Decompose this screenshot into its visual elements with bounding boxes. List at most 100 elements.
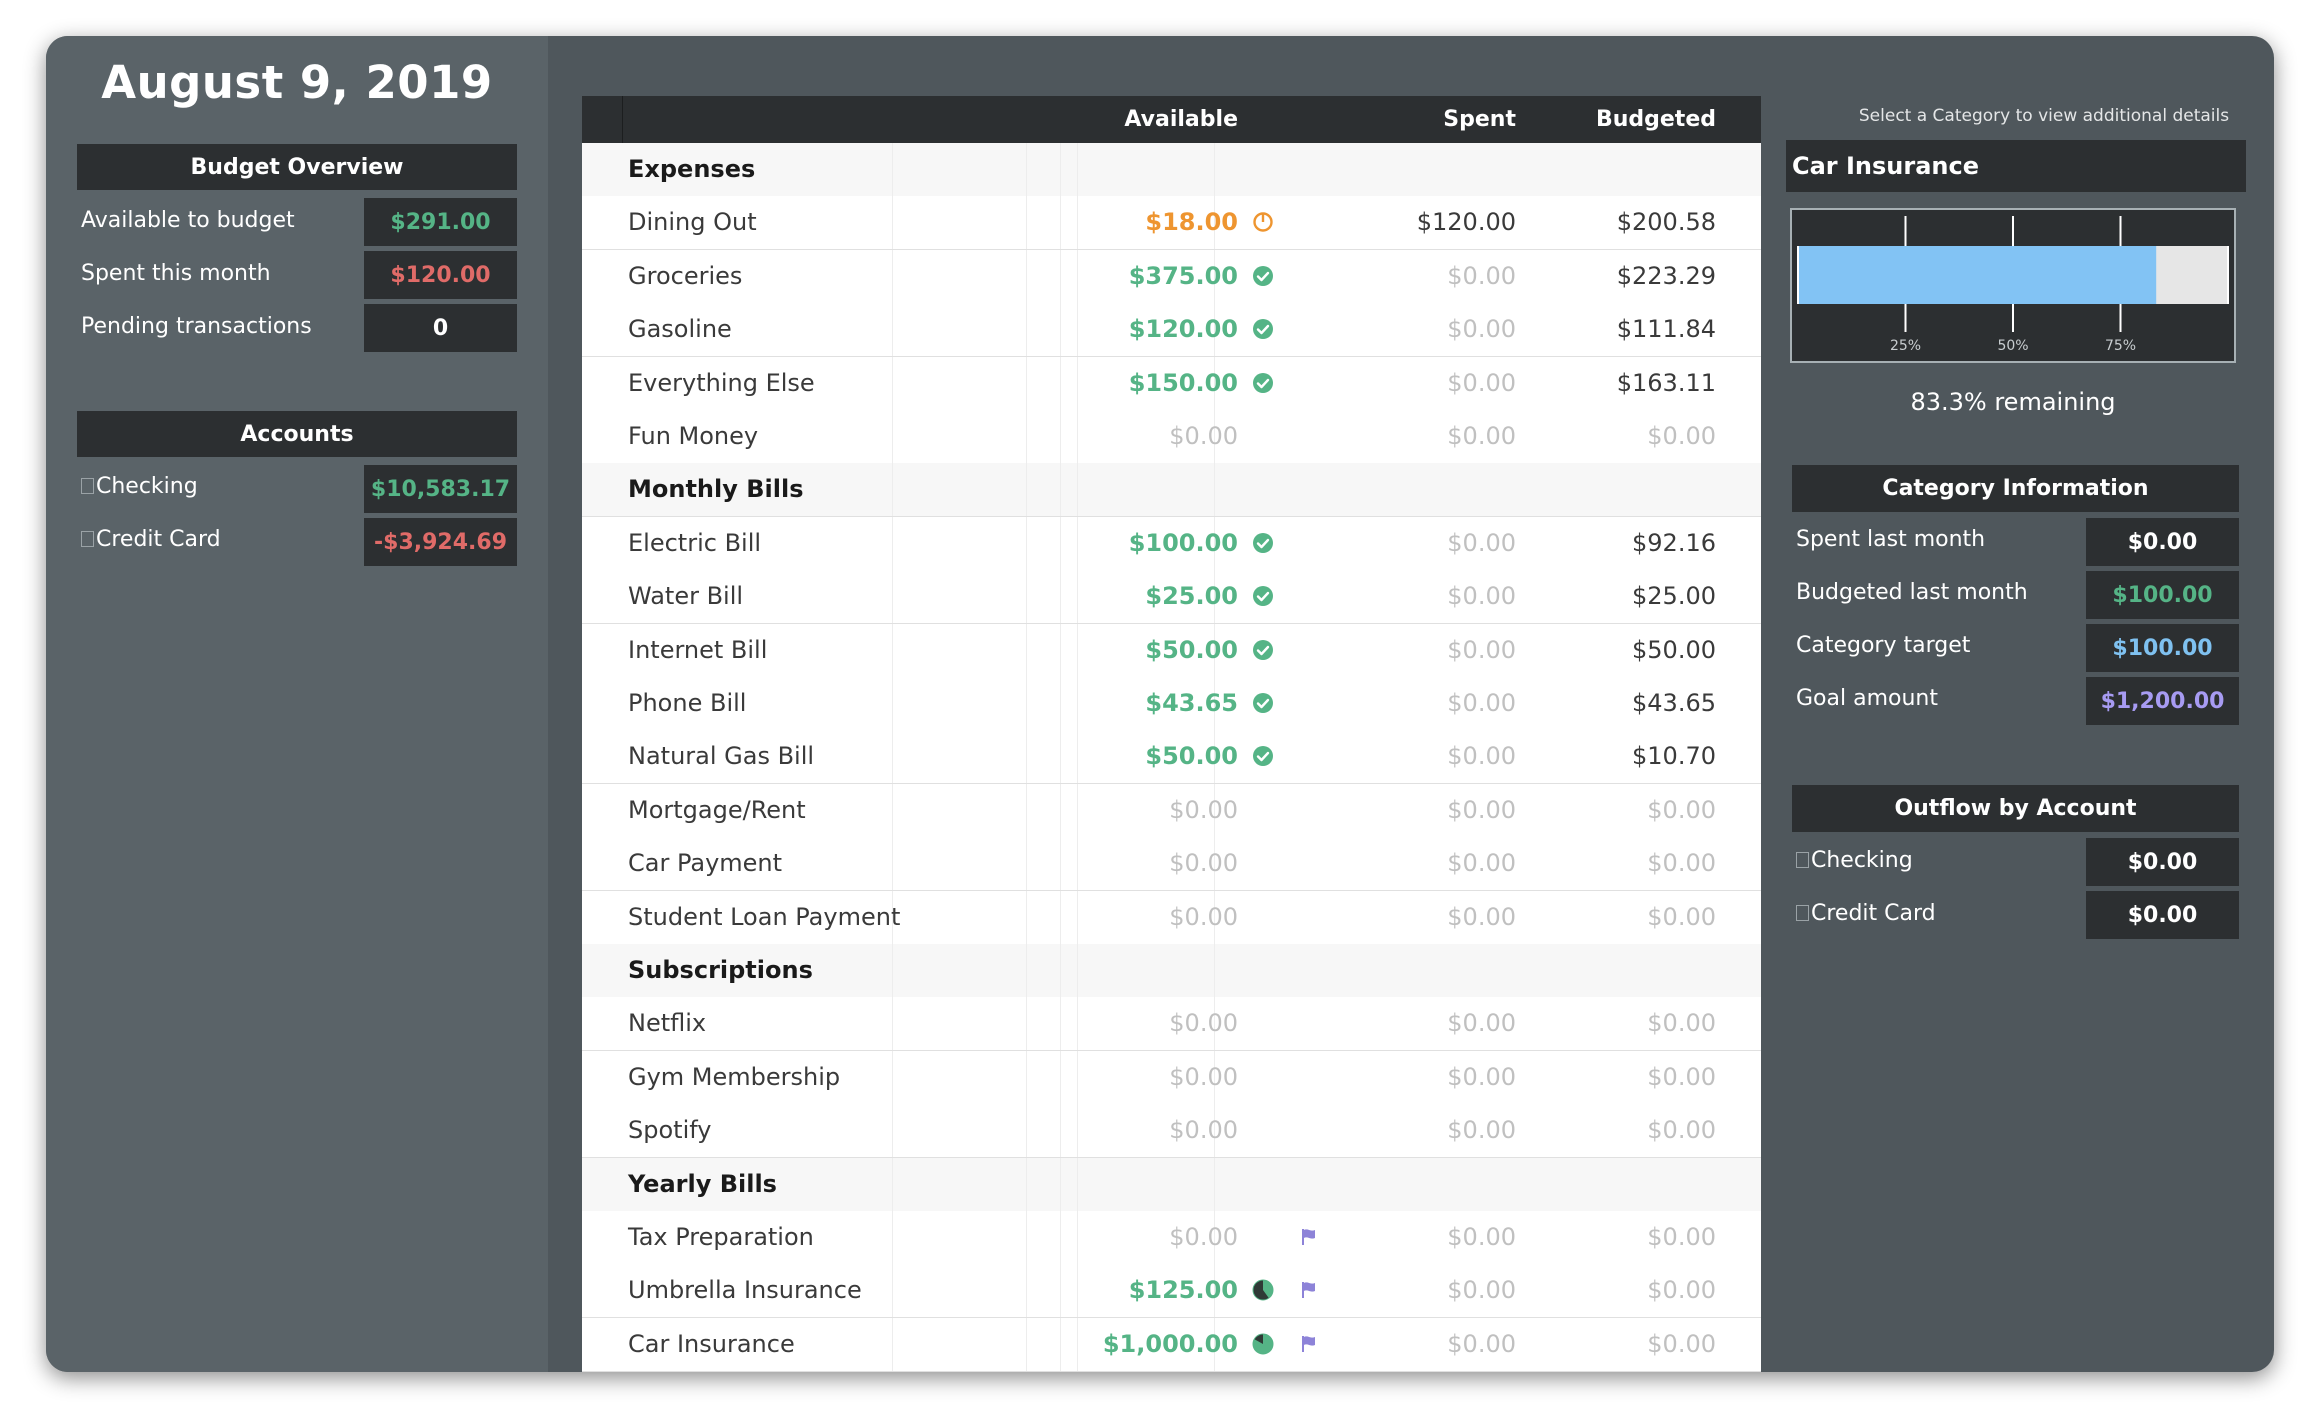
column-divider xyxy=(1214,677,1215,730)
category-row[interactable]: Internet Bill $50.00 $0.00 $50.00 xyxy=(582,623,1761,678)
category-name: Spotify xyxy=(628,1116,712,1145)
category-row[interactable]: Student Loan Payment $0.00 $0.00 $0.00 xyxy=(582,890,1761,945)
account-icon xyxy=(1796,905,1809,921)
budgeted-value[interactable]: $0.00 xyxy=(1647,795,1716,824)
column-divider xyxy=(892,1050,893,1104)
group-name: Yearly Bills xyxy=(628,1169,777,1198)
category-row[interactable]: Electric Bill $100.00 $0.00 $92.16 xyxy=(582,516,1761,571)
column-header-available[interactable]: Available xyxy=(1124,107,1238,132)
column-divider xyxy=(1214,944,1215,997)
group-name: Subscriptions xyxy=(628,956,813,984)
column-divider xyxy=(1214,783,1215,837)
group-name: Monthly Bills xyxy=(628,475,804,504)
category-row[interactable]: Gym Membership $0.00 $0.00 $0.00 xyxy=(582,1050,1761,1105)
available-value: $25.00 xyxy=(1145,582,1238,611)
budgeted-value[interactable]: $223.29 xyxy=(1616,261,1716,290)
column-divider xyxy=(1060,623,1061,677)
column-divider xyxy=(1060,997,1061,1051)
column-divider xyxy=(1060,890,1061,944)
header-handle xyxy=(582,96,623,143)
flag-icon[interactable] xyxy=(1298,1226,1320,1248)
spent-value: $0.00 xyxy=(1447,742,1516,771)
budgeted-value[interactable]: $0.00 xyxy=(1647,1116,1716,1145)
category-row[interactable]: Tax Preparation $0.00 $0.00 $0.00 xyxy=(582,1211,1761,1265)
category-row[interactable]: Car Payment $0.00 $0.00 $0.00 xyxy=(582,837,1761,892)
budgeted-value[interactable]: $200.58 xyxy=(1616,208,1716,237)
category-name: Groceries xyxy=(628,261,743,290)
gauge-tick-label: 50% xyxy=(1997,338,2028,354)
category-row[interactable]: Netflix $0.00 $0.00 $0.00 xyxy=(582,997,1761,1052)
outflow-value-checking: $0.00 xyxy=(2086,838,2239,886)
column-divider xyxy=(892,303,893,357)
budgeted-value[interactable]: $43.65 xyxy=(1632,689,1716,717)
category-row[interactable]: Water Bill $25.00 $0.00 $25.00 xyxy=(582,570,1761,625)
category-row[interactable]: Dining Out $18.00 $120.00 $200.58 xyxy=(582,196,1761,251)
gauge-fill xyxy=(1798,246,2157,304)
budgeted-value[interactable]: $0.00 xyxy=(1647,1009,1716,1038)
column-divider xyxy=(1077,249,1078,303)
budgeted-value[interactable]: $163.11 xyxy=(1616,368,1716,397)
category-row[interactable]: Phone Bill $43.65 $0.00 $43.65 xyxy=(582,677,1761,731)
category-group-row[interactable]: Monthly Bills xyxy=(582,463,1761,518)
column-divider xyxy=(1026,303,1027,357)
category-row[interactable]: Spotify $0.00 $0.00 $0.00 xyxy=(582,1104,1761,1159)
available-to-budget-label: Available to budget xyxy=(81,208,295,233)
budgeted-value[interactable]: $0.00 xyxy=(1647,902,1716,931)
column-divider xyxy=(1077,570,1078,624)
budgeted-value[interactable]: $0.00 xyxy=(1647,849,1716,878)
account-item-credit-card[interactable]: Credit Card xyxy=(81,527,221,552)
category-name: Car Payment xyxy=(628,849,783,878)
category-name: Umbrella Insurance xyxy=(628,1276,862,1305)
pending-transactions-label: Pending transactions xyxy=(81,314,312,339)
budgeted-value[interactable]: $10.70 xyxy=(1632,742,1716,771)
available-value: $0.00 xyxy=(1169,1009,1238,1038)
category-row[interactable]: Natural Gas Bill $50.00 $0.00 $10.70 xyxy=(582,730,1761,785)
category-row[interactable]: Umbrella Insurance $125.00 $0.00 $0.00 xyxy=(582,1264,1761,1319)
budgeted-value[interactable]: $0.00 xyxy=(1647,1329,1716,1358)
available-value: $0.00 xyxy=(1169,795,1238,824)
budgeted-value[interactable]: $25.00 xyxy=(1632,582,1716,611)
column-divider xyxy=(1026,463,1027,517)
column-divider xyxy=(1214,410,1215,463)
category-row[interactable]: Fun Money $0.00 $0.00 $0.00 xyxy=(582,410,1761,464)
column-divider xyxy=(1026,249,1027,303)
budgeted-value[interactable]: $50.00 xyxy=(1632,635,1716,664)
category-group-row[interactable]: Subscriptions xyxy=(582,944,1761,998)
check-circle-icon xyxy=(1253,372,1273,393)
category-name: Netflix xyxy=(628,1009,707,1038)
category-row[interactable]: Mortgage/Rent $0.00 $0.00 $0.00 xyxy=(582,783,1761,838)
budgeted-value[interactable]: $111.84 xyxy=(1616,315,1716,344)
category-group-row[interactable]: Yearly Bills xyxy=(582,1157,1761,1212)
column-divider xyxy=(892,1317,893,1371)
category-row[interactable]: Everything Else $150.00 $0.00 $163.11 xyxy=(582,356,1761,411)
account-label: Checking xyxy=(96,474,198,499)
budgeted-value[interactable]: $0.00 xyxy=(1647,422,1716,450)
flag-icon[interactable] xyxy=(1298,1333,1320,1355)
column-divider xyxy=(1077,623,1078,677)
category-row[interactable]: Gasoline $120.00 $0.00 $111.84 xyxy=(582,303,1761,358)
account-item-checking[interactable]: Checking xyxy=(81,474,198,499)
check-circle-icon xyxy=(1253,265,1273,286)
gauge-svg: 25% 50% 75% xyxy=(1797,216,2229,354)
gauge-tick-label: 75% xyxy=(2105,338,2136,354)
category-target-label: Category target xyxy=(1796,633,1971,658)
budgeted-value[interactable]: $0.00 xyxy=(1647,1223,1716,1251)
budgeted-last-month-value: $100.00 xyxy=(2086,571,2239,619)
available-value: $43.65 xyxy=(1145,689,1238,717)
budgeted-value[interactable]: $92.16 xyxy=(1632,528,1716,557)
column-header-spent[interactable]: Spent xyxy=(1443,107,1516,132)
category-information-header: Category Information xyxy=(1792,465,2239,512)
outflow-item-checking: Checking xyxy=(1796,848,1913,873)
column-divider xyxy=(1060,783,1061,837)
budgeted-value[interactable]: $0.00 xyxy=(1647,1062,1716,1091)
column-divider xyxy=(1060,1317,1061,1371)
category-row[interactable]: Groceries $375.00 $0.00 $223.29 xyxy=(582,249,1761,304)
column-divider xyxy=(1214,196,1215,250)
flag-icon[interactable] xyxy=(1298,1279,1320,1301)
column-header-budgeted[interactable]: Budgeted xyxy=(1595,107,1716,132)
budgeted-value[interactable]: $0.00 xyxy=(1647,1276,1716,1305)
category-group-row[interactable]: Expenses xyxy=(582,143,1761,197)
app-window: August 9, 2019 Budget Overview Available… xyxy=(46,36,2274,1372)
category-row[interactable]: Car Insurance $1,000.00 $0.00 $0.00 xyxy=(582,1317,1761,1372)
column-divider xyxy=(1077,1104,1078,1158)
